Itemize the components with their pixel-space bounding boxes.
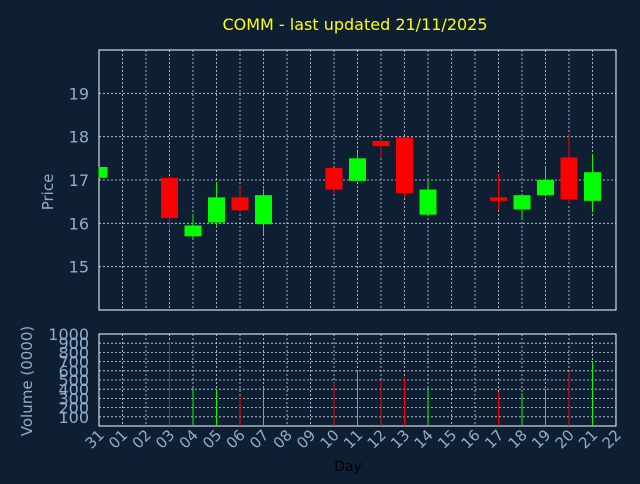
- candle-body: [560, 157, 578, 200]
- x-tick-label: 20: [552, 426, 578, 452]
- x-tick-label: 02: [129, 426, 155, 452]
- candle-body: [208, 197, 225, 223]
- price-axis-label: Price: [39, 174, 57, 211]
- chart-title: COMM - last updated 21/11/2025: [222, 15, 487, 34]
- x-tick-label: 18: [505, 426, 531, 452]
- candle-body: [184, 225, 202, 237]
- volume-tick-label: 300: [58, 389, 89, 408]
- candle-body: [396, 137, 413, 193]
- price-tick-label: 19: [69, 84, 89, 103]
- volume-axis-label: Volume (0000): [18, 326, 36, 436]
- x-tick-label: 03: [152, 426, 178, 452]
- volume-tick-label: 600: [58, 362, 89, 381]
- x-tick-label: 16: [458, 426, 484, 452]
- price-tick-label: 17: [69, 171, 89, 190]
- x-tick-label: 01: [105, 426, 131, 452]
- x-tick-label: 22: [599, 426, 625, 452]
- volume-tick-label: 700: [58, 353, 89, 372]
- candle-body: [349, 158, 366, 181]
- candle-body: [419, 189, 437, 215]
- x-tick-label: 31: [82, 426, 108, 452]
- x-tick-label: 12: [364, 426, 390, 452]
- x-tick-label: 14: [411, 426, 437, 452]
- price-tick-label: 15: [69, 258, 89, 277]
- x-tick-label: 09: [293, 426, 319, 452]
- price-tick-label: 18: [69, 128, 89, 147]
- candle-body: [99, 167, 108, 178]
- candle-body: [325, 167, 343, 190]
- x-tick-label: 05: [199, 426, 225, 452]
- price-tick-label: 16: [69, 214, 89, 233]
- price-panel: 15 16 17 18 19: [69, 49, 617, 311]
- x-tick-label: 10: [317, 426, 343, 452]
- x-tick-label: 08: [270, 426, 296, 452]
- volume-tick-label: 100: [58, 408, 89, 427]
- x-tick-label: 19: [528, 426, 554, 452]
- x-tick-label: 06: [223, 426, 249, 452]
- candle-body: [537, 180, 554, 196]
- x-tick-label: 21: [575, 426, 601, 452]
- volume-tick-label: 200: [58, 399, 89, 418]
- volume-tick-label: 400: [58, 380, 89, 399]
- x-tick-label: 11: [340, 426, 366, 452]
- volume-tick-label: 900: [58, 334, 89, 353]
- x-tick-label: 04: [176, 426, 202, 452]
- x-tick-label: 07: [246, 426, 272, 452]
- candle-body: [231, 197, 249, 211]
- x-axis: 3101020304050607080910111213141516171819…: [82, 426, 625, 452]
- volume-tick-label: 500: [58, 371, 89, 390]
- candle-body: [490, 197, 507, 201]
- candle-body: [513, 195, 531, 210]
- x-tick-label: 17: [481, 426, 507, 452]
- candle-body: [372, 141, 390, 147]
- x-tick-label: 13: [387, 426, 413, 452]
- volume-tick-label: 1000: [48, 325, 89, 344]
- x-tick-label: 15: [434, 426, 460, 452]
- volume-tick-label: 800: [58, 343, 89, 362]
- x-axis-label: Day: [334, 459, 362, 475]
- candle-body: [255, 195, 272, 225]
- candle-body: [161, 177, 178, 219]
- candle-body: [584, 172, 601, 201]
